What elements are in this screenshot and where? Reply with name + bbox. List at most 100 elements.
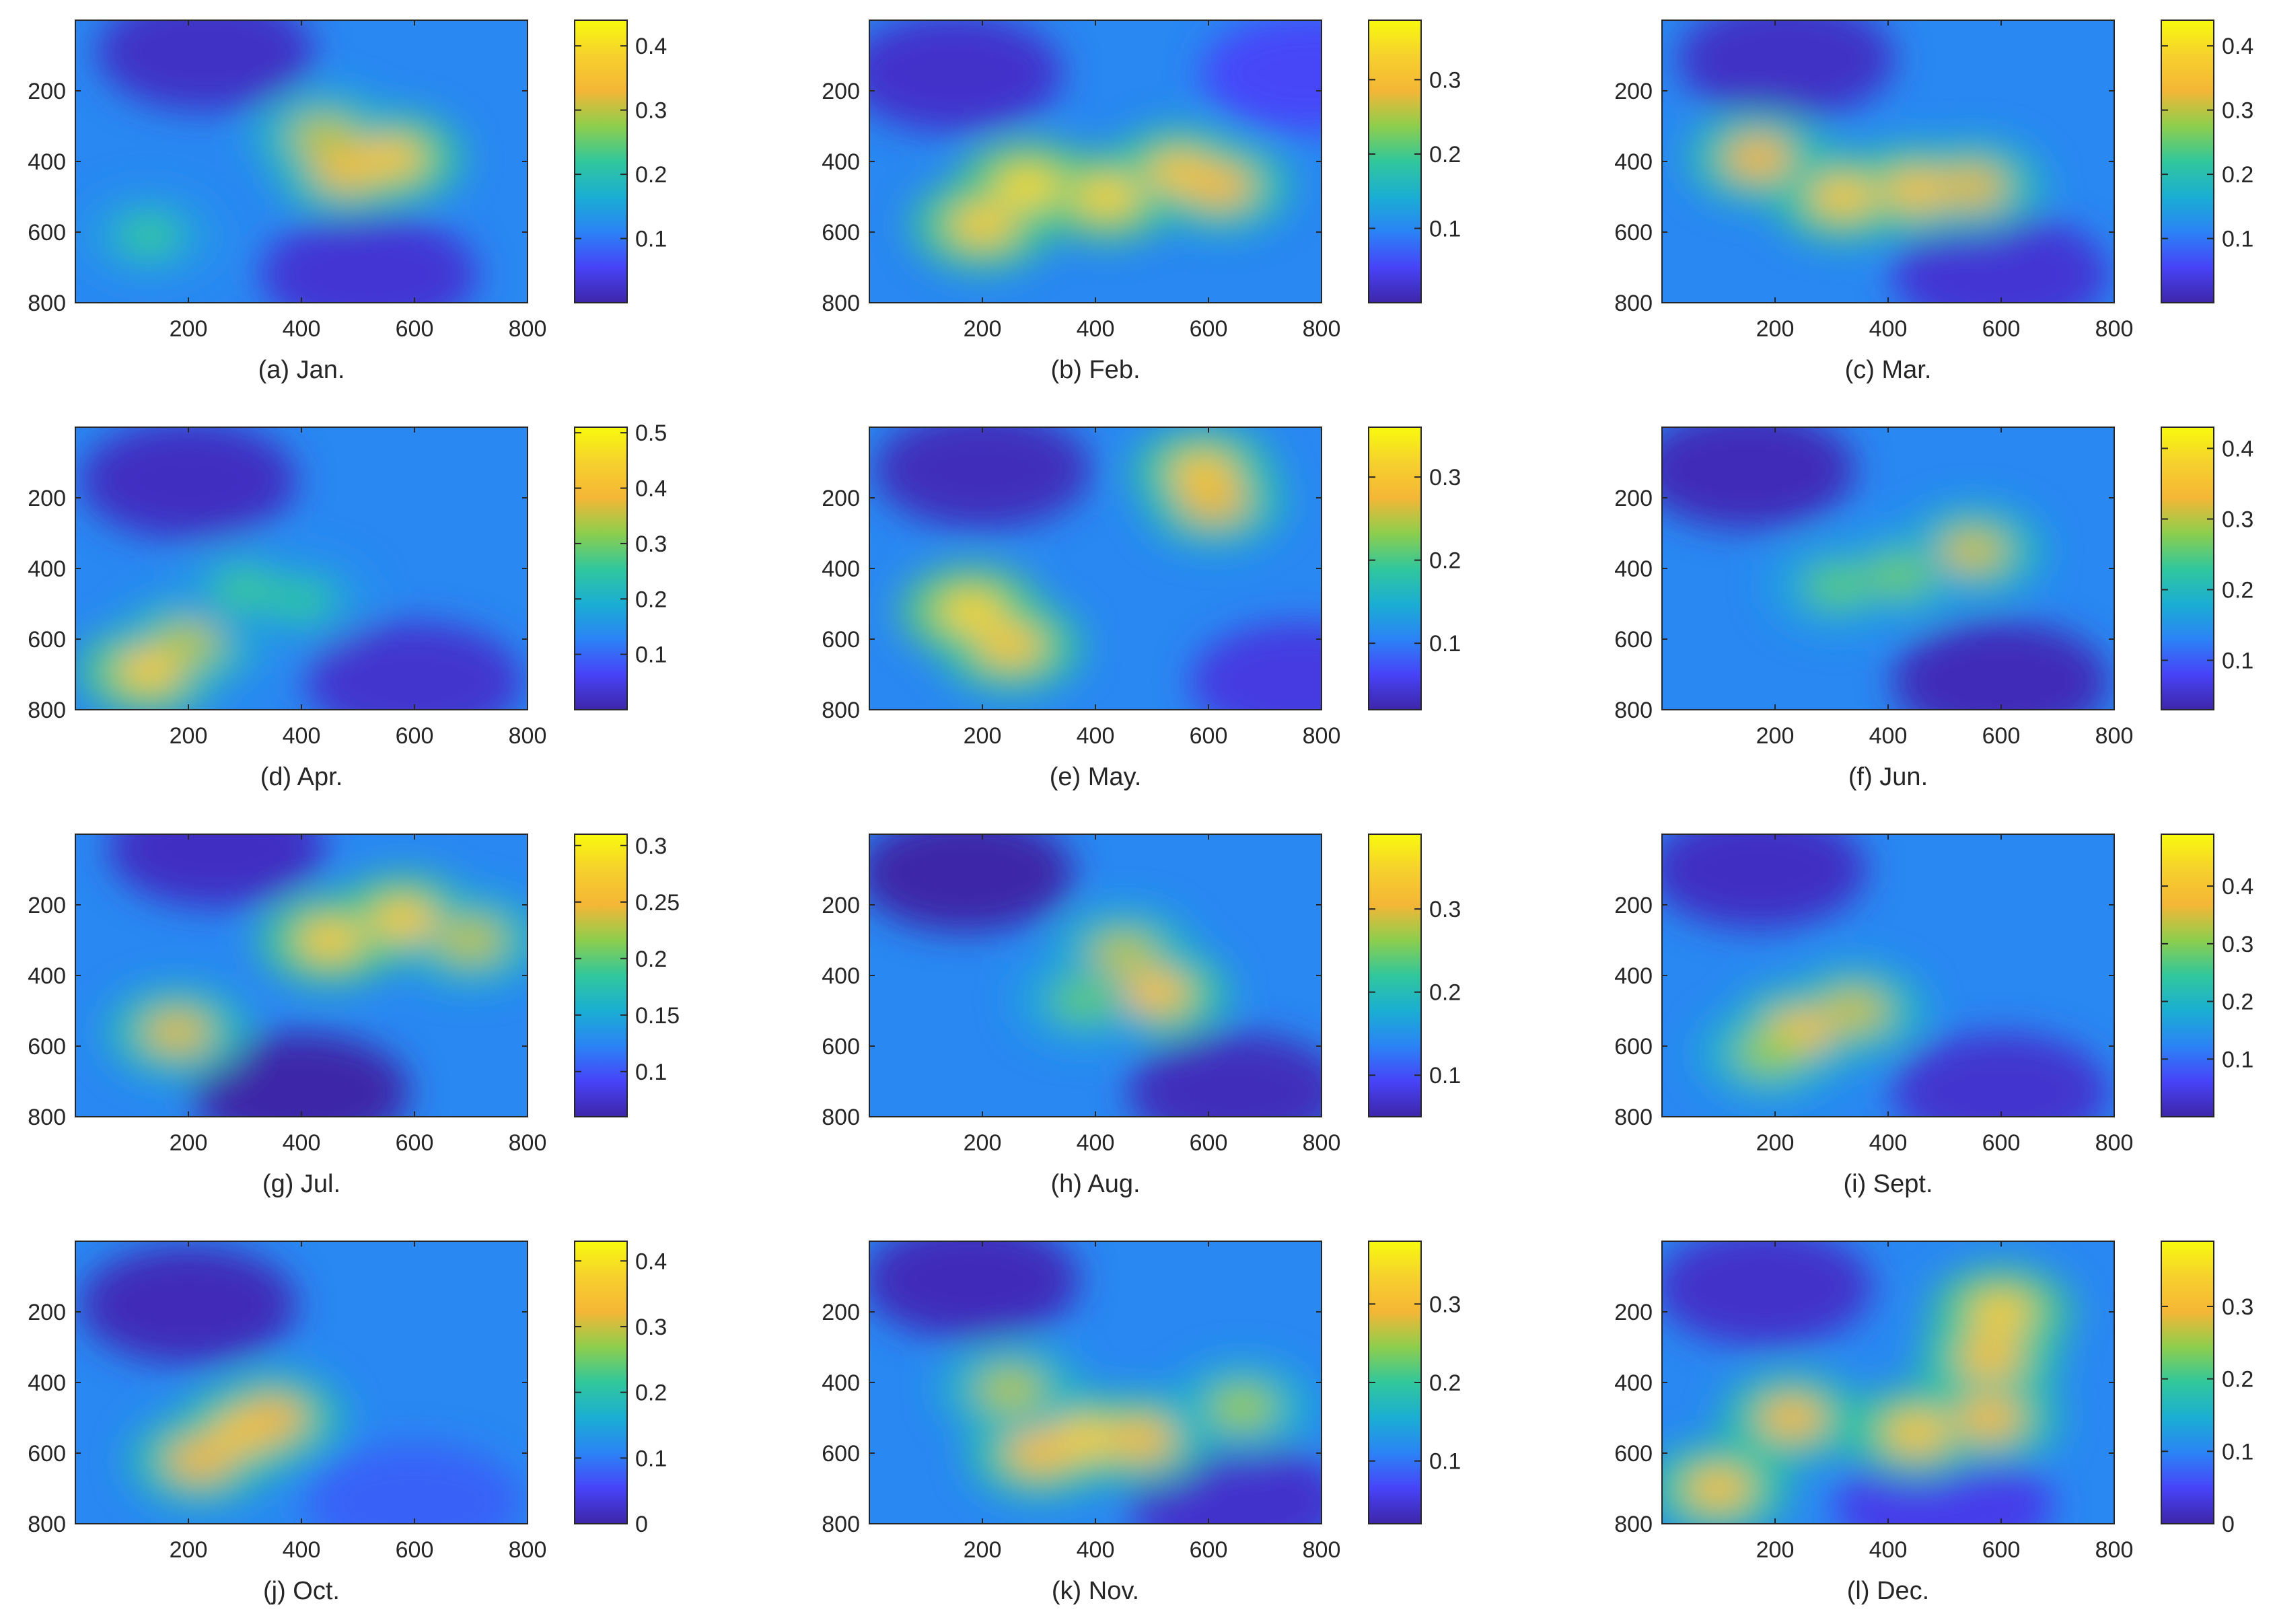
x-tick-label: 800 — [1303, 1130, 1341, 1156]
panel-caption: (k) Nov. — [1052, 1577, 1139, 1605]
y-tick-label: 800 — [28, 1512, 66, 1537]
y-tick-label: 800 — [28, 698, 66, 723]
heatmap-hotspot — [114, 214, 183, 257]
heatmap-low-region — [1677, 20, 1895, 118]
colorbar-tick-label: 0.2 — [635, 162, 667, 188]
colorbar-tick-label: 0.2 — [1429, 980, 1461, 1006]
colorbar — [1368, 1241, 1422, 1524]
y-tick-label: 200 — [1614, 79, 1653, 104]
x-tick-label: 600 — [396, 316, 434, 342]
panel-caption: (h) Aug. — [1050, 1170, 1140, 1198]
y-tick-label: 200 — [822, 79, 860, 104]
heatmap-field — [869, 834, 1322, 1117]
colorbar — [1368, 427, 1422, 710]
colorbar-tick-label: 0.1 — [635, 642, 667, 668]
heatmap-hotspot — [290, 115, 358, 158]
colorbar-tick-label: 0.3 — [2222, 98, 2253, 124]
colorbar-tick-label: 0.4 — [2222, 437, 2253, 462]
x-tick-label: 600 — [1190, 1130, 1228, 1156]
x-tick-label: 400 — [1077, 1130, 1115, 1156]
colorbar-tick-label: 0.1 — [1429, 1449, 1461, 1475]
colorbar-tick-label: 0.3 — [1429, 1292, 1461, 1317]
colorbar — [574, 427, 628, 710]
heatmap-hotspot — [1735, 1032, 1804, 1074]
y-tick-label: 400 — [1614, 149, 1653, 175]
x-tick-label: 800 — [509, 1130, 547, 1156]
heatmap-field — [869, 427, 1322, 710]
colorbar-tick-label: 0.2 — [1429, 548, 1461, 574]
heatmap-hotspot — [1073, 176, 1141, 218]
heatmap-low-region — [305, 622, 523, 710]
heatmap-hotspot — [1882, 1411, 1951, 1453]
heatmap-panel: 200 400 600 800 200 400 600 800 (b) Feb. 0.1 0.2 0.… — [822, 20, 1461, 384]
heatmap-panel: 200 400 600 800 200 400 600 800 (h) Aug. 0.1 0.2 0.… — [822, 834, 1461, 1198]
colorbar-tick-label: 0.3 — [1429, 67, 1461, 93]
heatmap-hotspot — [1089, 933, 1158, 975]
panel-caption: (j) Oct. — [263, 1577, 340, 1605]
x-tick-label: 400 — [283, 1130, 321, 1156]
x-tick-label: 200 — [170, 1537, 208, 1563]
heatmap-hotspot — [295, 919, 364, 961]
heatmap-hotspot — [937, 589, 1005, 632]
y-tick-label: 600 — [28, 627, 66, 653]
panel-caption: (d) Apr. — [260, 763, 343, 791]
y-tick-label: 800 — [822, 1512, 860, 1537]
heatmap-field — [75, 427, 528, 710]
y-tick-label: 400 — [1614, 963, 1653, 989]
heatmap-low-region — [1201, 20, 1322, 133]
panel-caption: (l) Dec. — [1847, 1577, 1929, 1605]
x-tick-label: 200 — [964, 1130, 1002, 1156]
panel-caption: (a) Jan. — [258, 356, 345, 384]
heatmap-field — [1662, 834, 2114, 1117]
heatmap-low-region — [873, 427, 1091, 529]
y-tick-label: 800 — [1614, 1105, 1653, 1130]
heatmap-hotspot — [211, 568, 279, 611]
x-tick-label: 200 — [1756, 316, 1795, 342]
y-tick-label: 800 — [822, 1105, 860, 1130]
x-tick-label: 600 — [1982, 723, 2021, 749]
heatmap-hotspot — [1967, 1290, 2035, 1333]
heatmap-hotspot — [1684, 1467, 1753, 1510]
heatmap-field — [75, 1241, 528, 1524]
x-tick-label: 400 — [1077, 316, 1115, 342]
x-tick-label: 800 — [509, 316, 547, 342]
colorbar-tick-label: 0.3 — [2222, 507, 2253, 533]
colorbar-tick-label: 0.1 — [2222, 1439, 2253, 1465]
y-tick-label: 800 — [28, 1105, 66, 1130]
panel-caption: (b) Feb. — [1050, 356, 1140, 384]
y-tick-label: 600 — [1614, 220, 1653, 246]
colorbar-tick-label: 0.1 — [1429, 216, 1461, 242]
panel-caption: (g) Jul. — [262, 1170, 340, 1198]
colorbar-tick-label: 0.3 — [635, 834, 667, 859]
heatmap-hotspot — [239, 1397, 308, 1439]
x-tick-label: 800 — [2095, 316, 2134, 342]
x-tick-label: 600 — [1982, 316, 2021, 342]
x-tick-label: 200 — [1756, 723, 1795, 749]
heatmap-panel: 200 400 600 800 200 400 600 800 (l) Dec. 0 0.1 0.2 0… — [1614, 1241, 2253, 1605]
heatmap-panel: 200 400 600 800 200 400 600 800 (c) Mar. 0.1 0.2 0.… — [1614, 20, 2253, 384]
y-tick-label: 400 — [822, 149, 860, 175]
y-tick-label: 600 — [1614, 627, 1653, 653]
colorbar-tick-label: 0.1 — [2222, 227, 2253, 252]
heatmap-panel: 200 400 600 800 200 400 600 800 (g) Jul. 0.1 0.15 0… — [28, 834, 680, 1198]
colorbar-tick-label: 0.2 — [635, 947, 667, 972]
y-tick-label: 400 — [822, 963, 860, 989]
colorbar-tick-label: 0.2 — [2222, 162, 2253, 188]
colorbar-tick-label: 0.2 — [2222, 1367, 2253, 1393]
heatmap-hotspot — [1955, 1336, 2024, 1379]
y-tick-label: 200 — [822, 486, 860, 511]
heatmap-low-region — [1662, 427, 1856, 529]
heatmap-low-region — [1892, 215, 2110, 303]
colorbar-tick-label: 0.4 — [635, 1249, 667, 1274]
panel-caption: (e) May. — [1050, 763, 1142, 791]
colorbar-tick-label: 0.4 — [2222, 34, 2253, 59]
heatmap-low-region — [1662, 834, 1867, 929]
heatmap-hotspot — [1124, 971, 1192, 1014]
x-tick-label: 600 — [1190, 316, 1228, 342]
colorbar-tick-label: 0.15 — [635, 1003, 680, 1029]
heatmap-low-region — [1128, 1033, 1322, 1117]
heatmap-low-region — [869, 834, 1075, 932]
colorbar-tick-label: 0.2 — [635, 1380, 667, 1406]
